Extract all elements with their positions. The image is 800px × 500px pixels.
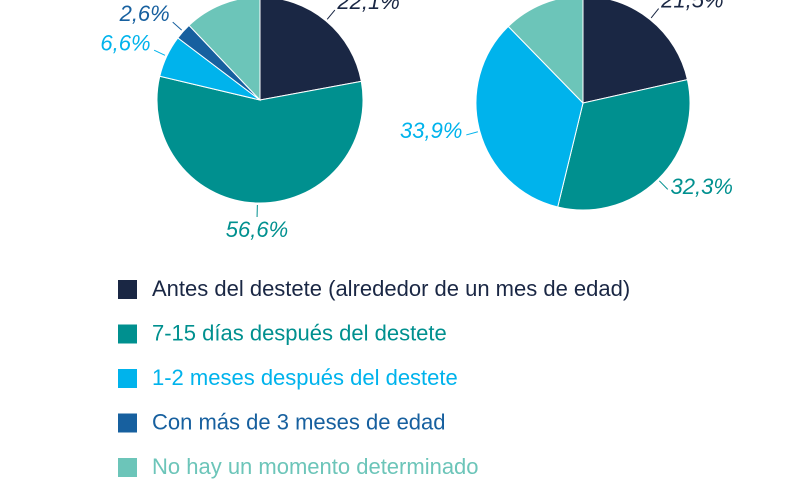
pie-slice	[156, 75, 364, 204]
legend-swatch	[118, 369, 137, 388]
pie-slice	[507, 0, 584, 105]
pie-slice	[188, 0, 261, 102]
value-label: 56,6%	[226, 217, 288, 242]
legend-swatch	[118, 280, 137, 299]
legend-label: 7-15 días después del destete	[152, 320, 447, 345]
pie-slice	[557, 79, 691, 211]
legend-swatch	[118, 324, 137, 344]
pie-slice	[259, 0, 362, 101]
legend-label: Antes del destete (alrededor de un mes d…	[152, 276, 630, 301]
value-label: 32,3%	[671, 174, 733, 199]
leader-line	[650, 8, 660, 19]
leader-line	[466, 131, 478, 136]
pie-slice	[582, 0, 689, 104]
legend-label: 1-2 meses después del destete	[152, 365, 458, 390]
value-label: 2,6%	[119, 1, 170, 26]
leader-line	[326, 9, 336, 20]
leader-line	[153, 49, 166, 56]
value-label: 21,5%	[660, 0, 723, 12]
value-label: 6,6%	[100, 30, 150, 55]
leader-line	[658, 180, 669, 190]
leader-line	[172, 21, 183, 31]
value-label: 22,1%	[336, 0, 399, 14]
pie-slice	[475, 25, 584, 208]
value-label: 33,9%	[400, 118, 462, 143]
legend-label: Con más de 3 meses de edad	[152, 409, 446, 434]
legend-label: No hay un momento determinado	[152, 454, 479, 479]
legend-swatch	[118, 413, 137, 433]
legend-swatch	[118, 458, 137, 477]
